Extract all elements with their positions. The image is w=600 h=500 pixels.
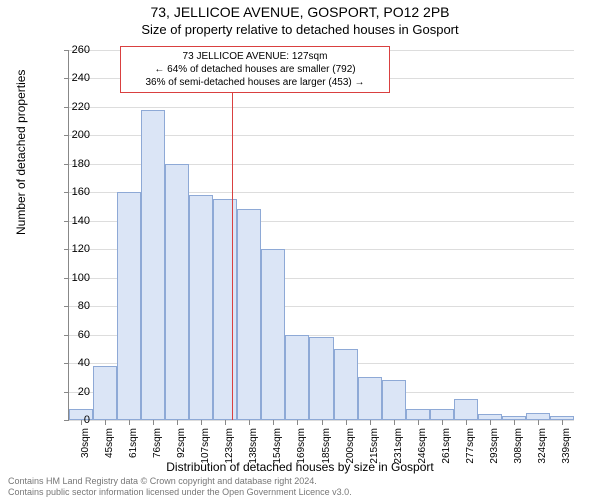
histogram-bar <box>141 110 165 420</box>
x-tick-mark <box>153 420 154 425</box>
x-tick-mark <box>490 420 491 425</box>
x-tick-mark <box>394 420 395 425</box>
x-tick-mark <box>105 420 106 425</box>
histogram-bar <box>165 164 189 420</box>
x-tick-mark <box>177 420 178 425</box>
x-tick-mark <box>346 420 347 425</box>
callout-line-1: 73 JELLICOE AVENUE: 127sqm <box>127 50 383 63</box>
x-tick-mark <box>201 420 202 425</box>
x-tick-mark <box>418 420 419 425</box>
x-tick-mark <box>273 420 274 425</box>
y-tick-label: 100 <box>60 272 90 284</box>
y-tick-label: 180 <box>60 158 90 170</box>
histogram-bar <box>93 366 117 420</box>
histogram-bar <box>430 409 454 420</box>
histogram-bar <box>237 209 261 420</box>
y-tick-label: 120 <box>60 243 90 255</box>
x-tick-mark <box>538 420 539 425</box>
y-tick-label: 240 <box>60 72 90 84</box>
y-tick-label: 80 <box>60 300 90 312</box>
x-tick-mark <box>370 420 371 425</box>
plot-area <box>68 50 574 421</box>
histogram-bar <box>285 335 309 420</box>
y-tick-label: 140 <box>60 215 90 227</box>
x-tick-mark <box>129 420 130 425</box>
x-axis-label: Distribution of detached houses by size … <box>0 460 600 474</box>
x-tick-mark <box>225 420 226 425</box>
histogram-bar <box>526 413 550 420</box>
footer-line-2: Contains public sector information licen… <box>8 487 352 498</box>
histogram-bar <box>213 199 237 420</box>
histogram-bar <box>358 377 382 420</box>
y-tick-label: 60 <box>60 329 90 341</box>
histogram-bar <box>261 249 285 420</box>
y-axis-label: Number of detached properties <box>14 70 28 235</box>
y-tick-label: 20 <box>60 386 90 398</box>
histogram-bar <box>382 380 406 420</box>
x-tick-mark <box>562 420 563 425</box>
x-tick-mark <box>297 420 298 425</box>
x-tick-mark <box>466 420 467 425</box>
callout-line-2: ← 64% of detached houses are smaller (79… <box>127 63 383 76</box>
chart-main-title: 73, JELLICOE AVENUE, GOSPORT, PO12 2PB <box>0 4 600 20</box>
marker-callout: 73 JELLICOE AVENUE: 127sqm← 64% of detac… <box>120 46 390 93</box>
x-tick-mark <box>249 420 250 425</box>
marker-line <box>232 50 233 420</box>
y-tick-label: 220 <box>60 101 90 113</box>
callout-line-3: 36% of semi-detached houses are larger (… <box>127 76 383 89</box>
histogram-bar <box>117 192 141 420</box>
y-tick-label: 40 <box>60 357 90 369</box>
y-tick-label: 160 <box>60 186 90 198</box>
chart-sub-title: Size of property relative to detached ho… <box>0 22 600 37</box>
histogram-chart: 73, JELLICOE AVENUE, GOSPORT, PO12 2PB S… <box>0 0 600 500</box>
histogram-bar <box>189 195 213 420</box>
footer-line-1: Contains HM Land Registry data © Crown c… <box>8 476 352 487</box>
histogram-bar <box>334 349 358 420</box>
x-tick-mark <box>322 420 323 425</box>
y-tick-label: 200 <box>60 129 90 141</box>
x-tick-mark <box>442 420 443 425</box>
footer-attribution: Contains HM Land Registry data © Crown c… <box>8 476 352 498</box>
grid-line <box>69 107 574 108</box>
histogram-bar <box>309 337 333 420</box>
histogram-bar <box>454 399 478 420</box>
x-tick-mark <box>514 420 515 425</box>
y-tick-label: 0 <box>60 414 90 426</box>
histogram-bar <box>406 409 430 420</box>
y-tick-label: 260 <box>60 44 90 56</box>
